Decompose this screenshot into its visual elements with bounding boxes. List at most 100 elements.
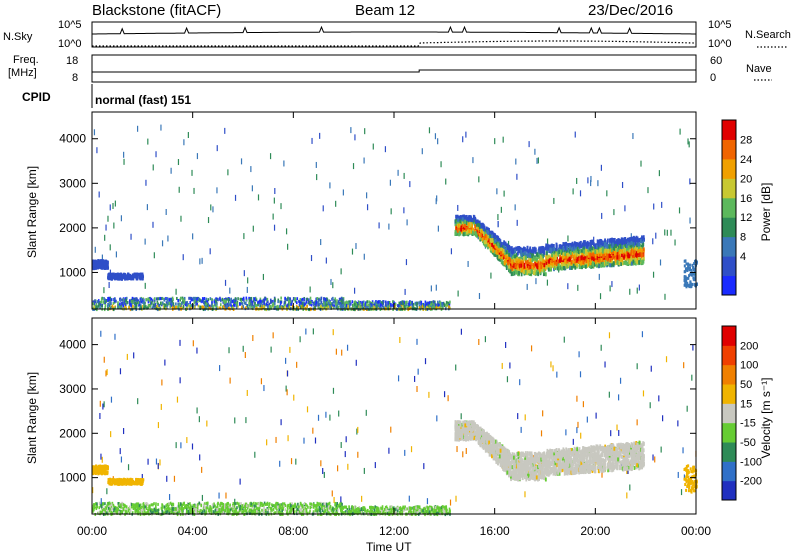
power-panel-frame — [91, 111, 697, 310]
data-cell — [693, 259, 696, 263]
data-cell — [609, 254, 612, 259]
data-cell — [546, 262, 549, 267]
data-cell — [432, 300, 435, 304]
data-cell — [402, 306, 405, 310]
data-cell — [133, 275, 136, 279]
data-cell — [138, 303, 141, 307]
data-cell — [301, 302, 304, 306]
data-cell — [274, 301, 276, 305]
data-cell — [633, 254, 636, 259]
data-cell — [498, 257, 501, 262]
data-cell — [319, 306, 321, 310]
data-cell — [591, 240, 594, 245]
data-cell — [330, 278, 332, 285]
data-cell — [128, 299, 131, 303]
data-cell — [555, 247, 558, 252]
data-cell — [694, 277, 697, 281]
data-cell — [201, 300, 203, 304]
data-cell — [119, 505, 121, 509]
data-cell — [229, 301, 232, 305]
data-cell — [536, 252, 539, 257]
data-cell — [504, 254, 507, 259]
data-cell — [609, 258, 612, 263]
data-cell — [337, 301, 340, 305]
data-cell — [178, 302, 180, 306]
data-cell — [408, 302, 411, 306]
data-cell — [599, 243, 602, 248]
data-cell — [336, 299, 338, 303]
data-cell — [225, 297, 227, 301]
data-cell — [692, 266, 695, 270]
data-cell — [575, 260, 578, 265]
data-cell — [620, 244, 623, 249]
data-cell — [269, 300, 272, 304]
data-cell — [569, 265, 571, 270]
data-cell — [477, 226, 480, 231]
data-cell — [401, 510, 404, 514]
data-cell — [638, 242, 641, 247]
data-cell — [604, 261, 607, 266]
data-cell — [154, 303, 157, 307]
data-cell — [227, 306, 230, 310]
data-cell — [621, 257, 624, 262]
data-cell — [109, 301, 111, 305]
data-cell — [561, 248, 563, 253]
velocity-data-layer — [92, 328, 698, 517]
data-cell — [519, 261, 521, 266]
data-cell — [143, 301, 145, 305]
data-cell — [517, 248, 520, 253]
data-cell — [576, 253, 579, 258]
data-cell — [600, 252, 603, 257]
data-cell — [119, 274, 122, 278]
data-cell — [694, 274, 697, 278]
data-cell — [539, 268, 541, 273]
data-cell — [366, 300, 369, 304]
data-cell — [466, 229, 469, 234]
data-cell — [620, 262, 622, 267]
data-cell — [611, 281, 613, 288]
cpid-label: CPID — [22, 90, 51, 104]
data-cell — [457, 223, 460, 228]
data-cell — [329, 304, 331, 308]
nsearch-tick-bottom: 10^0 — [708, 38, 732, 50]
data-cell — [486, 236, 488, 241]
data-cell — [517, 272, 519, 277]
data-cell — [107, 296, 110, 300]
data-cell — [625, 241, 628, 246]
data-cell — [579, 190, 582, 197]
freq-label: Freq. — [13, 54, 39, 66]
data-cell — [388, 223, 390, 230]
data-cell — [241, 306, 243, 310]
data-cell — [130, 277, 133, 281]
data-cell — [300, 301, 302, 305]
data-cell — [265, 302, 268, 306]
data-cell — [335, 200, 337, 207]
data-cell — [433, 300, 436, 304]
data-cell — [361, 301, 363, 305]
data-cell — [459, 216, 462, 221]
data-cell — [320, 296, 323, 300]
data-cell — [572, 188, 574, 195]
data-cell — [683, 264, 686, 268]
data-cell — [550, 243, 553, 248]
data-cell — [125, 276, 128, 280]
data-cell — [368, 300, 370, 304]
data-cell — [152, 221, 154, 228]
data-cell — [566, 245, 569, 250]
data-cell — [366, 192, 368, 199]
data-cell — [396, 304, 399, 308]
data-cell — [104, 306, 106, 310]
data-cell — [110, 302, 112, 306]
data-cell — [477, 223, 480, 228]
data-cell — [111, 274, 114, 278]
data-cell — [169, 302, 172, 306]
data-cell — [537, 261, 540, 266]
data-cell — [438, 305, 440, 309]
data-cell — [106, 266, 109, 270]
data-cell — [435, 305, 438, 309]
data-cell — [549, 266, 552, 271]
data-cell — [112, 272, 115, 276]
data-cell — [422, 304, 425, 308]
data-cell — [139, 503, 142, 507]
data-cell — [209, 305, 212, 309]
